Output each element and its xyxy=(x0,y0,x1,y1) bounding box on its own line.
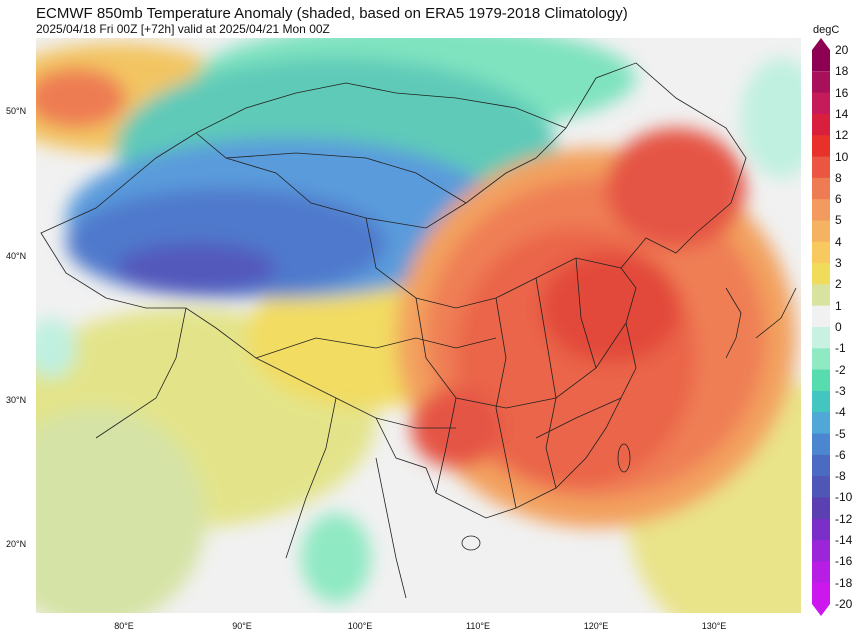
colorbar-tick-label: 6 xyxy=(835,192,842,207)
colorbar-band xyxy=(812,71,830,94)
colorbar-tick-label: 10 xyxy=(835,149,849,164)
colorbar-band xyxy=(812,199,830,221)
colorbar-band xyxy=(812,284,830,307)
colorbar-band xyxy=(812,327,830,349)
colorbar-band xyxy=(812,348,830,371)
colorbar-tick-label: 18 xyxy=(835,64,849,79)
lon-label-100: 100°E xyxy=(347,621,373,631)
colorbar-tick-label: -18 xyxy=(835,575,853,590)
colorbar-tick-label: -6 xyxy=(835,447,846,462)
colorbar-tick-label: -2 xyxy=(835,362,846,377)
colorbar-band xyxy=(812,540,830,562)
colorbar-band xyxy=(812,518,830,541)
colorbar-band xyxy=(812,305,830,328)
colorbar-band xyxy=(812,561,830,584)
colorbar-band xyxy=(812,369,830,392)
colorbar-tick-label: -3 xyxy=(835,383,846,398)
lon-label-80: 80°E xyxy=(114,621,134,631)
colorbar-tick-label: -16 xyxy=(835,554,853,569)
colorbar-band xyxy=(812,156,830,179)
colorbar-band xyxy=(812,412,830,435)
lon-label-130: 130°E xyxy=(701,621,727,631)
colorbar-band xyxy=(812,497,830,520)
colorbar-tick-label: -12 xyxy=(835,511,853,526)
anomaly-map xyxy=(36,38,801,613)
colorbar-band xyxy=(812,220,830,243)
lon-label-110: 110°E xyxy=(466,621,490,631)
colorbar-tick-label: -1 xyxy=(835,341,846,356)
lat-label-50: 50°N xyxy=(6,106,27,116)
colorbar-band xyxy=(812,390,830,413)
map-subtitle: 2025/04/18 Fri 00Z [+72h] valid at 2025/… xyxy=(36,22,330,36)
colorbar-tick-label: 3 xyxy=(835,256,842,271)
colorbar-tick-label: 1 xyxy=(835,298,842,313)
colorbar-band xyxy=(812,177,830,200)
colorbar-band xyxy=(812,135,830,158)
colorbar-band xyxy=(812,476,830,498)
colorbar-band xyxy=(812,38,830,72)
lat-label-40: 40°N xyxy=(6,251,27,261)
colorbar-band xyxy=(812,113,830,136)
colorbar-tick-label: 0 xyxy=(835,320,842,334)
colorbar-band xyxy=(812,263,830,285)
colorbar-tick-label: 4 xyxy=(835,234,842,249)
colorbar-tick-label: -10 xyxy=(835,490,853,505)
colorbar-tick-label: -20 xyxy=(835,597,853,611)
colorbar-band xyxy=(812,241,830,264)
lon-label-120: 120°E xyxy=(583,621,609,631)
colorbar-band xyxy=(812,433,830,456)
colorbar-band xyxy=(812,454,830,477)
colorbar-tick-label: -4 xyxy=(835,405,846,420)
colorbar-tick-label: -8 xyxy=(835,469,846,484)
colorbar-tick-label: 14 xyxy=(835,106,849,121)
lat-label-30: 30°N xyxy=(6,395,27,405)
map-title: ECMWF 850mb Temperature Anomaly (shaded,… xyxy=(36,5,628,22)
lon-label-90: 90°E xyxy=(232,621,252,631)
colorbar-unit: degC xyxy=(813,24,840,36)
colorbar-band xyxy=(812,92,830,115)
colorbar-tick-label: 12 xyxy=(835,128,849,143)
colorbar-band xyxy=(812,582,830,616)
colorbar-tick-label: 2 xyxy=(835,277,842,292)
colorbar xyxy=(812,38,830,616)
colorbar-tick-label: 20 xyxy=(835,43,849,57)
colorbar-tick-label: 8 xyxy=(835,170,842,185)
lat-label-20: 20°N xyxy=(6,539,27,549)
colorbar-tick-label: -14 xyxy=(835,533,853,548)
colorbar-tick-label: 16 xyxy=(835,85,849,100)
colorbar-tick-label: 5 xyxy=(835,213,842,228)
colorbar-tick-label: -5 xyxy=(835,426,846,441)
